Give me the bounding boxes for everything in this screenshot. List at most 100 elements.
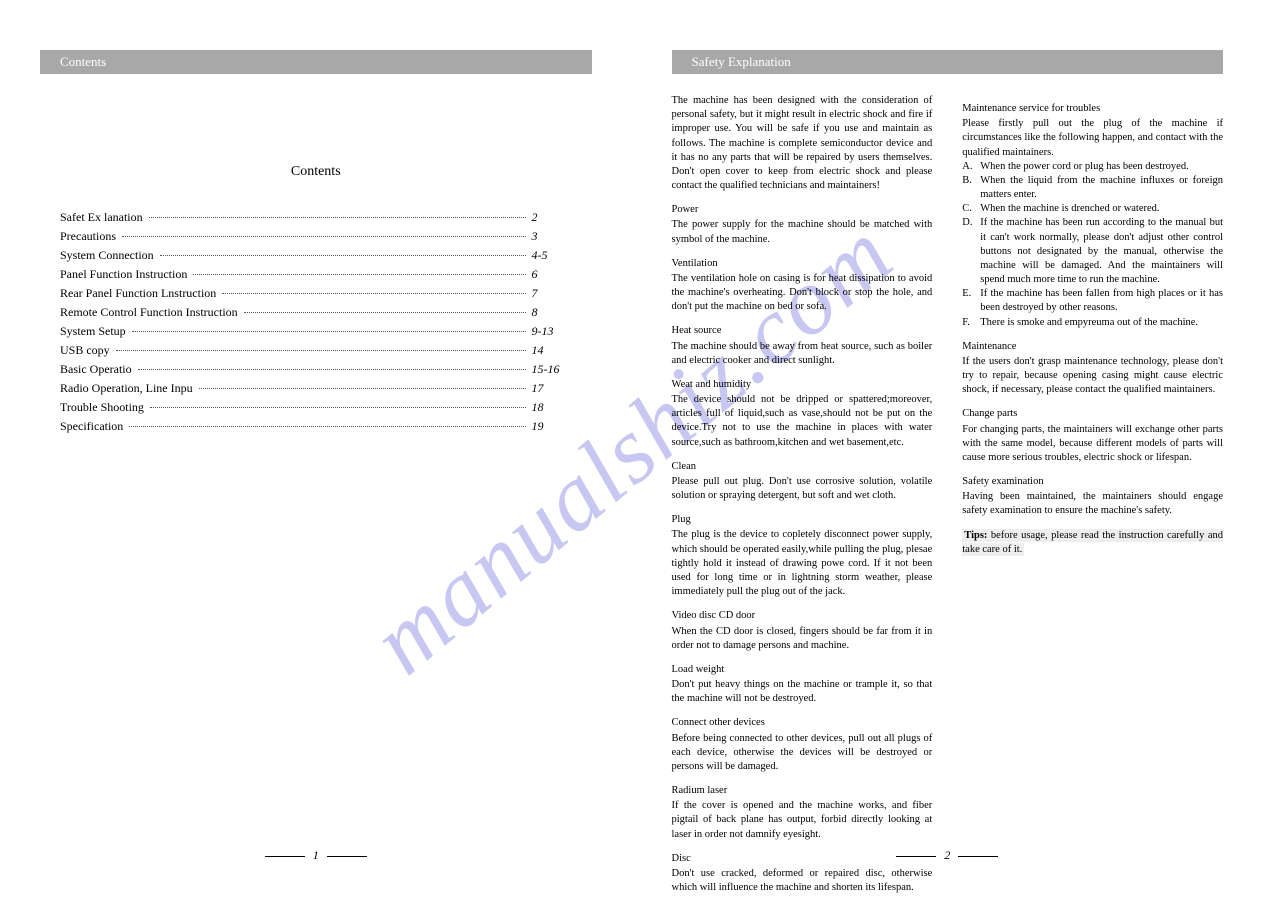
intro-paragraph: The machine has been designed with the c… [672,94,933,193]
section-heading: Power [672,203,933,217]
trouble-text: There is smoke and empyreuma out of the … [980,316,1223,330]
section-heading: Ventilation [672,257,933,271]
safety-columns: The machine has been designed with the c… [672,94,1224,905]
section-text: The machine should be away from heat sou… [672,340,933,368]
toc-page: 15-16 [532,362,572,377]
page-number-1: 1 [257,848,375,863]
toc-page: 2 [532,210,572,225]
section-heading: Radium laser [672,784,933,798]
section-heading: Connect other devices [672,716,933,730]
section-text: Please pull out plug. Don't use corrosiv… [672,475,933,503]
section-text: Having been maintained, the maintainers … [962,490,1223,518]
trouble-item: B. When the liquid from the machine infl… [962,174,1223,202]
trouble-letter: C. [962,202,980,216]
contents-header: Contents [40,50,592,74]
toc-dots [149,217,526,218]
toc-page: 19 [532,419,572,434]
troubles-intro: Please firstly pull out the plug of the … [962,117,1223,160]
toc-dots [199,388,526,389]
toc-dots [222,293,525,294]
toc-label: USB copy [60,343,110,358]
trouble-text: When the machine is drenched or watered. [980,202,1223,216]
toc-label: Safet Ex lanation [60,210,143,225]
col-left: The machine has been designed with the c… [672,94,933,905]
toc-row: System Connection 4-5 [60,248,572,263]
toc-page: 4-5 [532,248,572,263]
trouble-item: F. There is smoke and empyreuma out of t… [962,316,1223,330]
toc-row: Radio Operation, Line Inpu 17 [60,381,572,396]
right-page: Safety Explanation The machine has been … [632,0,1263,893]
section-heading: Clean [672,460,933,474]
section-text: When the CD door is closed, fingers shou… [672,625,933,653]
toc-page: 14 [532,343,572,358]
toc-label: Specification [60,419,123,434]
toc-row: Basic Operatio 15-16 [60,362,572,377]
toc-label: Panel Function Instruction [60,267,187,282]
toc-label: Trouble Shooting [60,400,144,415]
contents-title: Contents [40,164,592,180]
toc-row: Safet Ex lanation 2 [60,210,572,225]
toc-dots [129,426,525,427]
section-text: If the users don't grasp maintenance tec… [962,355,1223,398]
toc-label: Basic Operatio [60,362,132,377]
section-heading: Change parts [962,407,1223,421]
troubles-heading: Maintenance service for troubles [962,102,1223,116]
trouble-item: E. If the machine has been fallen from h… [962,287,1223,315]
col-right: Maintenance service for troubles Please … [962,94,1223,905]
section-heading: Safety examination [962,475,1223,489]
trouble-text: When the power cord or plug has been des… [980,160,1223,174]
toc-row: Remote Control Function Instruction 8 [60,305,572,320]
page-number-2: 2 [888,848,1006,863]
trouble-text: If the machine has been run according to… [980,216,1223,287]
trouble-letter: F. [962,316,980,330]
table-of-contents: Safet Ex lanation 2 Precautions 3 System C… [40,210,592,434]
toc-page: 9-13 [532,324,572,339]
toc-row: System Setup 9-13 [60,324,572,339]
toc-page: 7 [532,286,572,301]
toc-dots [116,350,526,351]
trouble-text: When the liquid from the machine influxe… [980,174,1223,202]
trouble-letter: A. [962,160,980,174]
toc-page: 6 [532,267,572,282]
section-heading: Heat source [672,324,933,338]
toc-row: Rear Panel Function Lnstruction 7 [60,286,572,301]
section-text: Don't put heavy things on the machine or… [672,678,933,706]
trouble-item: C. When the machine is drenched or water… [962,202,1223,216]
toc-label: Precautions [60,229,116,244]
section-heading: Weat and humidity [672,378,933,392]
toc-label: Remote Control Function Instruction [60,305,238,320]
trouble-text: If the machine has been fallen from high… [980,287,1223,315]
toc-label: System Connection [60,248,154,263]
safety-header: Safety Explanation [672,50,1224,74]
section-heading: Maintenance [962,340,1223,354]
toc-row: Panel Function Instruction 6 [60,267,572,282]
toc-dots [122,236,526,237]
toc-page: 8 [532,305,572,320]
toc-row: Precautions 3 [60,229,572,244]
tips-block: Tips: before usage, please read the inst… [962,529,1223,557]
section-text: The power supply for the machine should … [672,218,933,246]
toc-label: Radio Operation, Line Inpu [60,381,193,396]
trouble-letter: E. [962,287,980,315]
toc-dots [244,312,526,313]
trouble-item: D. If the machine has been run according… [962,216,1223,287]
section-text: The plug is the device to copletely disc… [672,528,933,599]
section-text: The ventilation hole on casing is for he… [672,272,933,315]
section-heading: Video disc CD door [672,609,933,623]
toc-row: Specification 19 [60,419,572,434]
toc-dots [160,255,526,256]
toc-page: 17 [532,381,572,396]
toc-dots [132,331,526,332]
toc-page: 3 [532,229,572,244]
toc-dots [138,369,526,370]
toc-dots [150,407,526,408]
toc-row: USB copy 14 [60,343,572,358]
toc-dots [193,274,525,275]
page-container: Contents Contents Safet Ex lanation 2 Pre… [0,0,1263,893]
section-heading: Load weight [672,663,933,677]
toc-label: Rear Panel Function Lnstruction [60,286,216,301]
section-text: Don't use cracked, deformed or repaired … [672,867,933,895]
trouble-item: A. When the power cord or plug has been … [962,160,1223,174]
section-text: For changing parts, the maintainers will… [962,423,1223,466]
toc-page: 18 [532,400,572,415]
